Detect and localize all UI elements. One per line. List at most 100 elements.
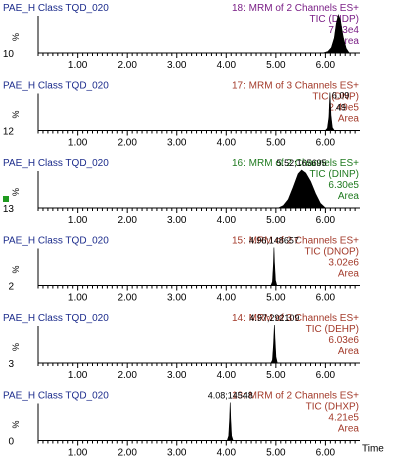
x-tick-label: 1.00 xyxy=(68,60,88,71)
sample-name: PAE_H Class TQD_020 xyxy=(3,3,109,14)
peak-area xyxy=(324,92,335,131)
chromatogram-panel: PAE_H Class TQD_020 13: MRM of 2 Channels… xyxy=(3,391,384,459)
x-tick-label: 5.00 xyxy=(266,293,286,304)
trace-label: TIC (DINP) xyxy=(310,169,359,180)
x-tick-label: 3.00 xyxy=(167,293,187,304)
peak-label: 5.52;165695 xyxy=(277,158,327,168)
sample-name: PAE_H Class TQD_020 xyxy=(3,236,109,247)
x-tick-label: 1.00 xyxy=(68,293,88,304)
peak-area xyxy=(270,247,278,286)
x-tick-label: 4.00 xyxy=(217,448,237,459)
chromatogram-panel: PAE_H Class TQD_020 16: MRM of 2 Channels… xyxy=(3,158,360,226)
function-label: 15: MRM of 2 Channels ES+ xyxy=(232,236,359,247)
peak-area xyxy=(278,169,326,209)
x-tick-label: 3.00 xyxy=(167,215,187,226)
mode-label: Area xyxy=(338,191,360,202)
peak-area xyxy=(227,402,234,441)
mode-label: Area xyxy=(338,269,360,280)
x-tick-label: 1.00 xyxy=(68,370,88,381)
x-tick-label: 4.00 xyxy=(217,370,237,381)
peak-label-line: 49 xyxy=(336,103,346,113)
trace-label: TIC (DEHP) xyxy=(306,324,359,335)
x-tick-label: 4.00 xyxy=(217,293,237,304)
peak-label-line: 6.09 xyxy=(332,91,350,101)
x-tick-label: 6.00 xyxy=(316,60,336,71)
peak-label: 4.08;14548 xyxy=(208,391,253,401)
chromatogram-panel: PAE_H Class TQD_020 15: MRM of 2 Channels… xyxy=(3,236,360,304)
intensity-label: 6.30e5 xyxy=(328,180,359,191)
chromatogram-panel: PAE_H Class TQD_020 17: MRM of 3 Channels… xyxy=(3,81,360,149)
y-axis-min-label: 10 xyxy=(3,49,15,60)
mode-label: Area xyxy=(338,424,360,435)
mode-label: Area xyxy=(338,114,360,125)
sample-name: PAE_H Class TQD_020 xyxy=(3,313,109,324)
y-axis-percent-label: % xyxy=(11,420,21,428)
x-tick-label: 5.00 xyxy=(266,60,286,71)
trace-label: TIC (DNOP) xyxy=(305,247,359,258)
y-axis-min-label: 12 xyxy=(3,127,15,138)
function-label: 13: MRM of 2 Channels ES+ xyxy=(232,391,359,402)
y-axis-percent-label: % xyxy=(11,188,21,196)
function-label: 14: MRM of 3 Channels ES+ xyxy=(232,313,359,324)
trace-label: TIC (DIDP) xyxy=(310,14,359,25)
y-axis-percent-label: % xyxy=(11,343,21,351)
mode-label: Area xyxy=(338,36,360,47)
x-tick-label: 6.00 xyxy=(316,293,336,304)
y-axis-min-label: 2 xyxy=(8,282,14,293)
x-tick-label: 6.00 xyxy=(316,215,336,226)
trace-label: TIC (DNP) xyxy=(312,92,359,103)
x-tick-label: 1.00 xyxy=(68,138,88,149)
function-label: 18: MRM of 2 Channels ES+ xyxy=(232,3,359,14)
intensity-label: 3.02e6 xyxy=(328,258,359,269)
x-tick-label: 1.00 xyxy=(68,215,88,226)
intensity-label: 4.21e5 xyxy=(328,413,359,424)
y-axis-percent-label: % xyxy=(11,110,21,118)
intensity-label: 7.73e4 xyxy=(328,25,359,36)
chromatogram-panel: PAE_H Class TQD_020 18: MRM of 2 Channels… xyxy=(3,3,360,71)
x-tick-label: 6.00 xyxy=(316,370,336,381)
x-axis-title: Time xyxy=(362,444,384,455)
x-tick-label: 4.00 xyxy=(217,138,237,149)
x-tick-label: 2.00 xyxy=(117,448,137,459)
sample-name: PAE_H Class TQD_020 xyxy=(3,158,109,169)
x-tick-label: 3.00 xyxy=(167,60,187,71)
x-tick-label: 6.00 xyxy=(316,448,336,459)
x-tick-label: 1.00 xyxy=(68,448,88,459)
x-tick-label: 2.00 xyxy=(117,293,137,304)
x-tick-label: 2.00 xyxy=(117,60,137,71)
x-tick-label: 2.00 xyxy=(117,370,137,381)
x-tick-label: 6.00 xyxy=(316,138,336,149)
function-label: 16: MRM of 2 Channels ES+ xyxy=(232,158,359,169)
y-axis-percent-label: % xyxy=(11,265,21,273)
sample-name: PAE_H Class TQD_020 xyxy=(3,81,109,92)
x-tick-label: 5.00 xyxy=(266,370,286,381)
x-tick-label: 2.00 xyxy=(117,215,137,226)
y-axis-min-label: 3 xyxy=(8,359,14,370)
sample-name: PAE_H Class TQD_020 xyxy=(3,391,109,402)
trace-label: TIC (DHXP) xyxy=(306,402,359,413)
active-trace-marker xyxy=(3,196,9,202)
mode-label: Area xyxy=(338,346,360,357)
peak-label: 4.97;292109 xyxy=(249,313,299,323)
y-axis-min-label: 13 xyxy=(3,204,15,215)
peak-area xyxy=(322,14,350,54)
peak-area xyxy=(270,324,278,364)
peak-label: 6.09 49 xyxy=(332,91,350,113)
function-label: 17: MRM of 3 Channels ES+ xyxy=(232,81,359,92)
y-axis-percent-label: % xyxy=(11,33,21,41)
x-tick-label: 3.00 xyxy=(167,448,187,459)
intensity-label: 6.03e6 xyxy=(328,335,359,346)
x-tick-label: 3.00 xyxy=(167,138,187,149)
x-tick-label: 4.00 xyxy=(217,215,237,226)
y-axis-min-label: 0 xyxy=(8,437,14,448)
x-tick-label: 2.00 xyxy=(117,138,137,149)
x-tick-label: 5.00 xyxy=(266,215,286,226)
x-tick-label: 4.00 xyxy=(217,60,237,71)
x-tick-label: 5.00 xyxy=(266,138,286,149)
x-tick-label: 5.00 xyxy=(266,448,286,459)
chromatogram-panel: PAE_H Class TQD_020 14: MRM of 3 Channels… xyxy=(3,313,360,381)
peak-label: 4.96;148657 xyxy=(249,236,299,246)
intensity-label: 2.49e5 xyxy=(328,103,359,114)
